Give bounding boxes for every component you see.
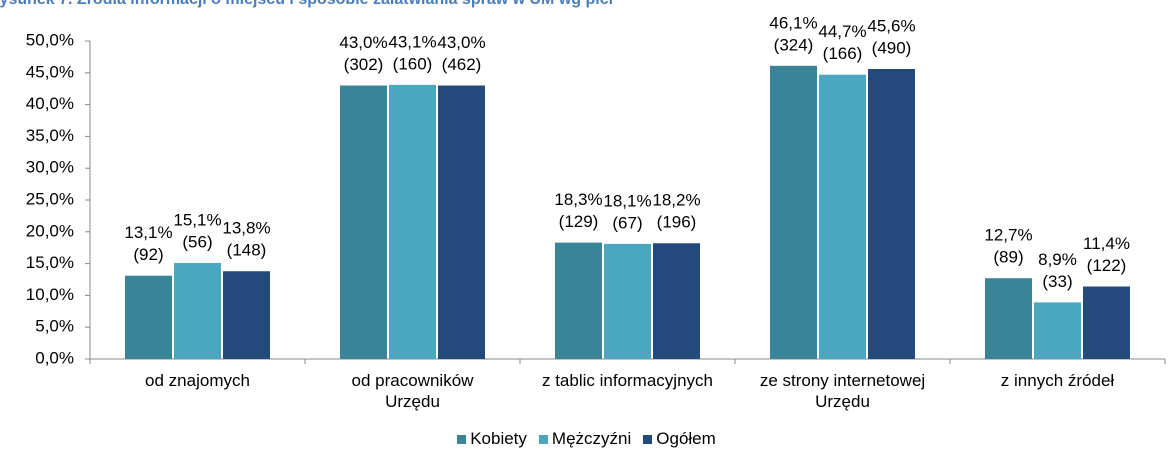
legend: Kobiety Mężczyźni Ogółem xyxy=(0,429,1173,449)
legend-label: Kobiety xyxy=(470,429,527,448)
bar xyxy=(1083,286,1130,359)
data-label: (67) xyxy=(612,213,642,232)
y-tick-label: 15,0% xyxy=(26,253,74,272)
x-tick-label: od pracowników Urzędu xyxy=(351,371,474,411)
data-label: (148) xyxy=(227,241,267,260)
data-label: (490) xyxy=(872,38,912,57)
bar xyxy=(125,275,172,359)
data-label: 18,3% xyxy=(554,190,602,209)
data-label: (33) xyxy=(1042,272,1072,291)
data-label: 45,6% xyxy=(867,16,915,35)
data-label: 46,1% xyxy=(769,13,817,32)
data-label: 15,1% xyxy=(173,210,221,229)
data-label: (462) xyxy=(442,55,482,74)
x-tick-label: ze strony internetowej Urzędu xyxy=(759,371,926,411)
data-label: 13,1% xyxy=(124,223,172,242)
bar xyxy=(653,243,700,359)
y-tick-label: 35,0% xyxy=(26,126,74,145)
bar xyxy=(340,85,387,360)
data-label: 12,7% xyxy=(984,226,1032,245)
y-tick-label: 50,0% xyxy=(26,30,74,49)
data-label: 18,1% xyxy=(603,191,651,210)
data-label: (324) xyxy=(774,35,814,54)
data-label: 11,4% xyxy=(1083,234,1130,253)
y-tick-label: 5,0% xyxy=(35,317,74,336)
legend-item: Ogółem xyxy=(643,429,716,448)
data-label: 18,2% xyxy=(652,191,700,210)
bar xyxy=(389,84,436,359)
y-tick-label: 45,0% xyxy=(26,62,74,81)
y-tick-label: 40,0% xyxy=(26,94,74,113)
data-label: (122) xyxy=(1087,256,1127,275)
data-label: (89) xyxy=(993,248,1023,267)
bar xyxy=(223,271,270,359)
x-tick-label: od znajomych xyxy=(145,371,250,390)
data-label: (92) xyxy=(133,245,163,264)
legend-swatch xyxy=(457,435,467,444)
legend-swatch xyxy=(643,435,653,444)
legend-label: Ogółem xyxy=(656,429,716,448)
data-label: 13,8% xyxy=(222,219,270,238)
data-label: 44,7% xyxy=(818,22,866,41)
x-tick-label: z innych źródeł xyxy=(1000,371,1115,390)
chart-title: Rysunek 7. Źródła informacji o miejscu i… xyxy=(0,0,613,9)
bar xyxy=(555,242,602,359)
legend-item: Kobiety xyxy=(457,429,527,448)
bar xyxy=(819,74,866,359)
data-label: (166) xyxy=(823,44,863,63)
bar xyxy=(770,65,817,359)
y-tick-label: 25,0% xyxy=(26,189,74,208)
y-tick-label: 0,0% xyxy=(35,348,74,367)
bar xyxy=(604,243,651,359)
y-tick-label: 30,0% xyxy=(26,158,74,177)
data-label: (196) xyxy=(657,213,697,232)
legend-swatch xyxy=(538,435,548,444)
y-tick-label: 20,0% xyxy=(26,221,74,240)
bar xyxy=(1034,302,1081,359)
bar xyxy=(985,278,1032,359)
legend-label: Mężczyźni xyxy=(551,429,632,448)
data-label: 43,0% xyxy=(339,33,387,52)
y-tick-label: 10,0% xyxy=(26,285,74,304)
data-label: 43,0% xyxy=(437,33,485,52)
data-label: 8,9% xyxy=(1038,250,1077,269)
data-label: (160) xyxy=(393,54,433,73)
data-label: (302) xyxy=(344,55,384,74)
legend-item: Mężczyźni xyxy=(538,429,632,448)
bar xyxy=(868,68,915,359)
data-label: 43,1% xyxy=(388,32,436,51)
data-label: (129) xyxy=(559,212,599,231)
bar xyxy=(174,262,221,359)
bar xyxy=(438,85,485,360)
data-label: (56) xyxy=(182,232,212,251)
x-tick-label: z tablic informacyjnych xyxy=(541,371,713,390)
